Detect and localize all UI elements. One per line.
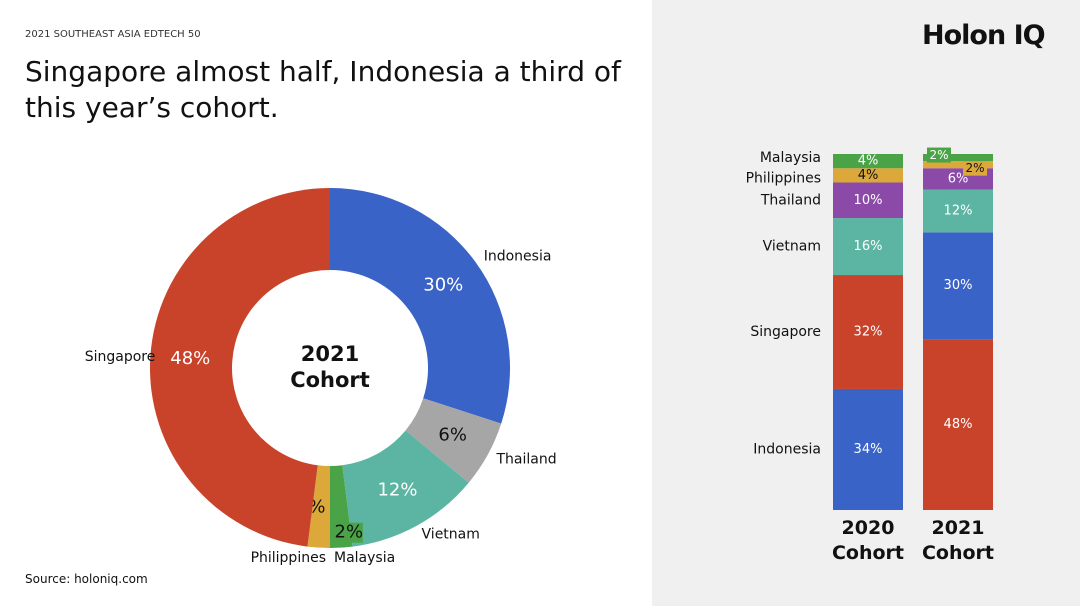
value-label: 16% — [854, 239, 883, 254]
donut-slice — [150, 188, 330, 547]
value-label-box — [963, 160, 987, 176]
category-label: Philippines — [251, 550, 326, 566]
value-label-box — [334, 522, 363, 543]
value-label: 2% — [929, 148, 948, 162]
category-label: Thailand — [495, 452, 556, 468]
bar-segment — [833, 275, 903, 389]
page-title: Singapore almost half, Indonesia a third… — [25, 55, 621, 124]
value-label: 4% — [858, 154, 879, 169]
category-label: 2021 Cohort — [921, 517, 995, 564]
value-label: 32% — [854, 325, 883, 340]
series-label: Singapore — [750, 324, 821, 340]
value-label-box — [927, 147, 951, 163]
value-label: 2% — [965, 161, 984, 175]
value-label: 4% — [858, 168, 879, 183]
logo: Holon IQ — [922, 20, 1046, 51]
series-label: Vietnam — [763, 239, 821, 255]
bar-segment — [833, 154, 903, 169]
category-label: 2020 Cohort — [831, 517, 905, 564]
category-label: Vietnam — [422, 526, 480, 542]
value-label: 10% — [854, 193, 883, 208]
bar-segment — [923, 161, 993, 169]
bar-segment — [833, 388, 903, 510]
value-label: 30% — [944, 278, 973, 293]
series-label: Philippines — [746, 170, 821, 186]
series-label: Indonesia — [753, 441, 821, 457]
bar-segment — [833, 182, 903, 219]
series-label: Thailand — [760, 192, 821, 208]
bar-segment — [923, 232, 993, 340]
value-label: 12% — [944, 203, 973, 218]
value-label: 34% — [854, 442, 883, 457]
value-label: 30% — [423, 275, 463, 296]
donut-slice — [405, 398, 502, 483]
center-label: 2021 Cohort — [290, 342, 370, 392]
source: Source: holoniq.com — [25, 572, 148, 586]
category-label: Indonesia — [484, 248, 552, 264]
kicker: 2021 SOUTHEAST ASIA EDTECH 50 — [25, 29, 201, 40]
series-label: Malaysia — [760, 150, 821, 166]
value-label: 12% — [377, 480, 417, 501]
value-label: 6% — [438, 424, 467, 445]
donut-slice — [342, 430, 469, 547]
value-label: 48% — [944, 417, 973, 432]
donut-slice — [330, 188, 510, 424]
category-label: Singapore — [85, 349, 156, 365]
bar-segment — [923, 154, 993, 162]
category-label: Malaysia — [334, 550, 395, 566]
value-label: 48% — [170, 348, 210, 369]
bar-segment — [833, 168, 903, 183]
bar-segment — [923, 189, 993, 233]
bar-segment — [923, 339, 993, 510]
value-label: 2% — [335, 522, 364, 543]
bar-segment — [833, 218, 903, 276]
